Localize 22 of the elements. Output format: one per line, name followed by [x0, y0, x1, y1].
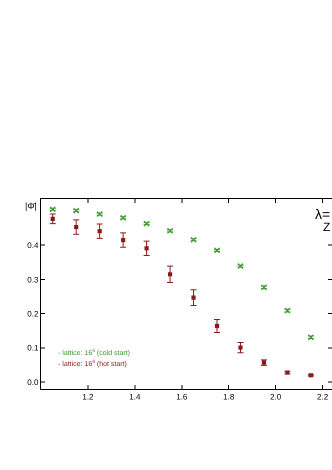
point: [191, 295, 196, 300]
x-tick-label: 1.2: [82, 392, 94, 402]
x-tick-label: 1.8: [223, 392, 235, 402]
point: [168, 272, 172, 276]
x-tick-label: 1.4: [129, 392, 141, 402]
annotation: Z: [323, 220, 330, 234]
point: [121, 238, 126, 242]
y-axis-title: |Φ̄|: [25, 201, 37, 211]
x-tick-label: 2.2: [317, 392, 329, 402]
y-tick-label: 0.1: [27, 344, 39, 353]
y-tick-label: 0.4: [27, 241, 39, 250]
point: [238, 345, 243, 350]
y-tick-label: 0.2: [27, 309, 39, 318]
point: [144, 246, 149, 250]
point: [74, 224, 78, 230]
point: [98, 229, 102, 234]
x-tick-label: 1.6: [176, 392, 188, 402]
y-tick-label: 0.0: [27, 378, 39, 387]
x-tick-label: 2.0: [270, 392, 282, 402]
point: [214, 324, 220, 328]
annotation: λ=: [315, 206, 330, 222]
y-tick-label: 0.3: [27, 275, 39, 284]
